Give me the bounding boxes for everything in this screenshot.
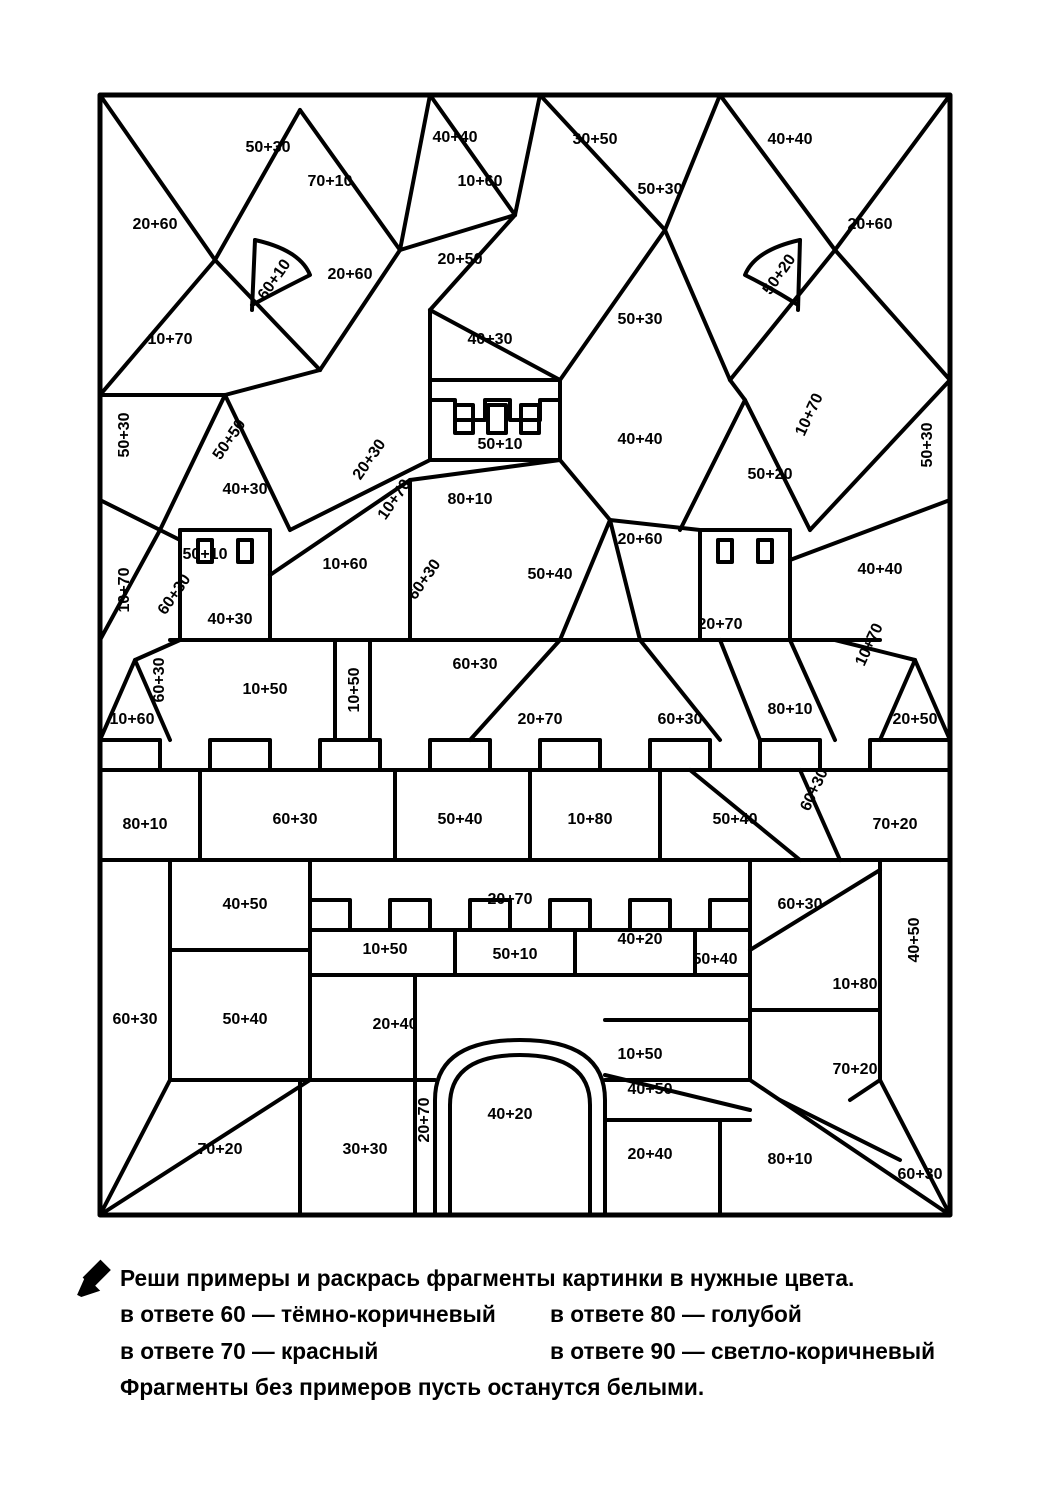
- math-expression: 50+10: [478, 437, 523, 453]
- math-expression: 70+20: [833, 1062, 878, 1078]
- math-expression: 10+80: [833, 977, 878, 993]
- math-expression: 50+40: [713, 812, 758, 828]
- math-expression: 50+40: [528, 567, 573, 583]
- math-expression: 70+10: [308, 174, 353, 190]
- math-expression: 20+60: [133, 217, 178, 233]
- key-60: в ответе 60 — тёмно-коричневый: [120, 1296, 550, 1332]
- math-expression: 50+10: [183, 547, 228, 563]
- math-expression: 60+30: [658, 712, 703, 728]
- math-expression: 10+60: [323, 557, 368, 573]
- math-expression: 50+40: [693, 952, 738, 968]
- math-expression: 30+30: [343, 1142, 388, 1158]
- math-expression: 40+40: [618, 432, 663, 448]
- math-expression: 50+30: [117, 413, 133, 458]
- instruction-line: Фрагменты без примеров пусть останутся б…: [120, 1369, 950, 1405]
- math-expression: 50+40: [223, 1012, 268, 1028]
- math-expression: 20+60: [328, 267, 373, 283]
- math-expression: 40+30: [468, 332, 513, 348]
- math-expression: 20+70: [488, 892, 533, 908]
- math-expression: 50+20: [748, 467, 793, 483]
- instruction-line: Реши примеры и раскрась фрагменты картин…: [120, 1260, 950, 1296]
- math-expression: 50+10: [493, 947, 538, 963]
- math-expression: 80+10: [768, 1152, 813, 1168]
- math-expression: 20+40: [628, 1147, 673, 1163]
- math-expression: 40+50: [223, 897, 268, 913]
- instructions-block: Реши примеры и раскрась фрагменты картин…: [120, 1260, 950, 1405]
- key-70: в ответе 70 — красный: [120, 1333, 550, 1369]
- math-expression: 20+70: [518, 712, 563, 728]
- math-expression: 10+70: [117, 568, 133, 613]
- math-expression: 10+50: [243, 682, 288, 698]
- math-expression: 50+30: [920, 423, 936, 468]
- math-expression: 10+50: [618, 1047, 663, 1063]
- math-expression: 40+50: [907, 918, 923, 963]
- math-expression: 60+30: [778, 897, 823, 913]
- math-expression: 10+80: [568, 812, 613, 828]
- math-expression: 10+50: [363, 942, 408, 958]
- key-90: в ответе 90 — светло-коричневый: [550, 1333, 935, 1369]
- math-expression: 60+30: [453, 657, 498, 673]
- math-expression: 20+70: [417, 1098, 433, 1143]
- math-expression: 50+30: [618, 312, 663, 328]
- math-expression: 40+30: [208, 612, 253, 628]
- math-expression: 10+60: [458, 174, 503, 190]
- math-expression: 70+20: [198, 1142, 243, 1158]
- math-expression: 60+30: [898, 1167, 943, 1183]
- math-expression: 40+50: [628, 1082, 673, 1098]
- math-expression: 40+40: [433, 130, 478, 146]
- math-expression: 40+40: [858, 562, 903, 578]
- math-expression: 60+30: [273, 812, 318, 828]
- math-expression: 40+30: [223, 482, 268, 498]
- key-80: в ответе 80 — голубой: [550, 1296, 802, 1332]
- math-expression: 60+30: [152, 658, 168, 703]
- math-expression: 20+60: [848, 217, 893, 233]
- math-expression: 20+70: [698, 617, 743, 633]
- math-expression: 50+40: [438, 812, 483, 828]
- math-expression: 80+10: [448, 492, 493, 508]
- math-expression: 10+50: [347, 668, 363, 713]
- math-expression: 50+30: [246, 140, 291, 156]
- math-expression: 50+30: [638, 182, 683, 198]
- math-expression: 80+10: [768, 702, 813, 718]
- math-expression: 40+20: [488, 1107, 533, 1123]
- math-expression: 60+30: [113, 1012, 158, 1028]
- math-expression: 20+50: [438, 252, 483, 268]
- worksheet-page: 50+30 40+40 30+50 40+40 70+10 10+60 50+30 20+60…: [0, 0, 1050, 1485]
- math-expression: 40+20: [618, 932, 663, 948]
- math-expression: 20+60: [618, 532, 663, 548]
- math-expression: 10+60: [110, 712, 155, 728]
- math-expression: 10+70: [148, 332, 193, 348]
- math-expression: 20+40: [373, 1017, 418, 1033]
- math-expression: 80+10: [123, 817, 168, 833]
- pencil-icon: [75, 1255, 117, 1297]
- math-expression: 30+50: [573, 132, 618, 148]
- math-expression: 40+40: [768, 132, 813, 148]
- math-expression: 20+50: [893, 712, 938, 728]
- math-expression: 70+20: [873, 817, 918, 833]
